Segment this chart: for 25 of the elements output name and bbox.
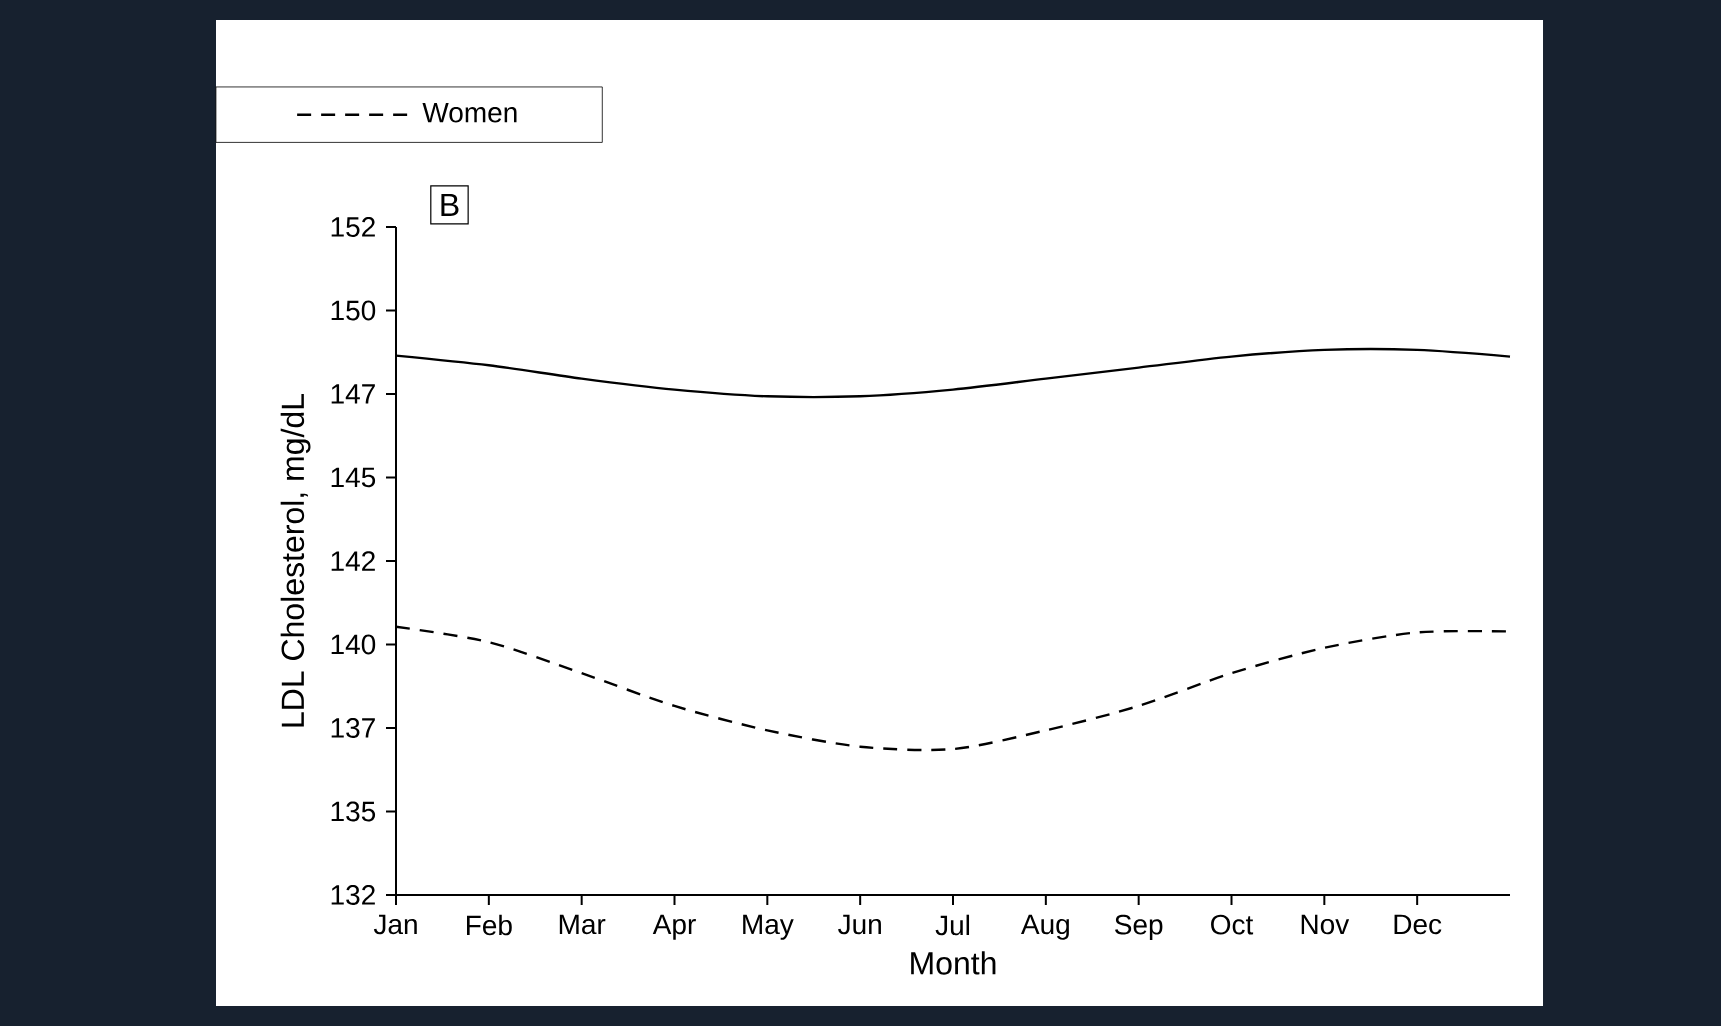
x-tick-label: Feb [467,914,512,936]
y-tick-label: 145 [331,467,376,488]
x-tick-label: Nov [1301,914,1350,935]
x-axis-title: Month [911,951,996,975]
x-tick-label: Sep [1115,914,1163,941]
y-tick-label: 135 [331,801,376,822]
x-tick-label: Jul [935,914,970,936]
y-tick-label: 150 [331,300,376,321]
text: B [441,193,459,216]
y-axis-title: LDL Cholesterol, mg/dL [280,394,311,727]
y-tick-label: 152 [331,217,375,237]
y-tick-label: 140 [331,634,376,655]
x-tick-label: Aug [1020,914,1069,940]
x-tick-label: Apr [652,914,696,940]
y-tick-label: 132 [331,885,375,905]
legend-label: Women [422,102,517,123]
x-tick-label: May [743,914,794,940]
x-tick-label: Oct [1211,914,1254,935]
x-tick-label: Mar [559,914,606,935]
x-tick-label: Jun [838,914,881,935]
x-tick-label: Dec [1394,914,1442,935]
x-tick-label: Jan [373,914,417,935]
y-tick-label: 142 [331,551,375,571]
y-tick-label: 137 [331,718,375,738]
y-tick-label: 147 [331,384,375,404]
